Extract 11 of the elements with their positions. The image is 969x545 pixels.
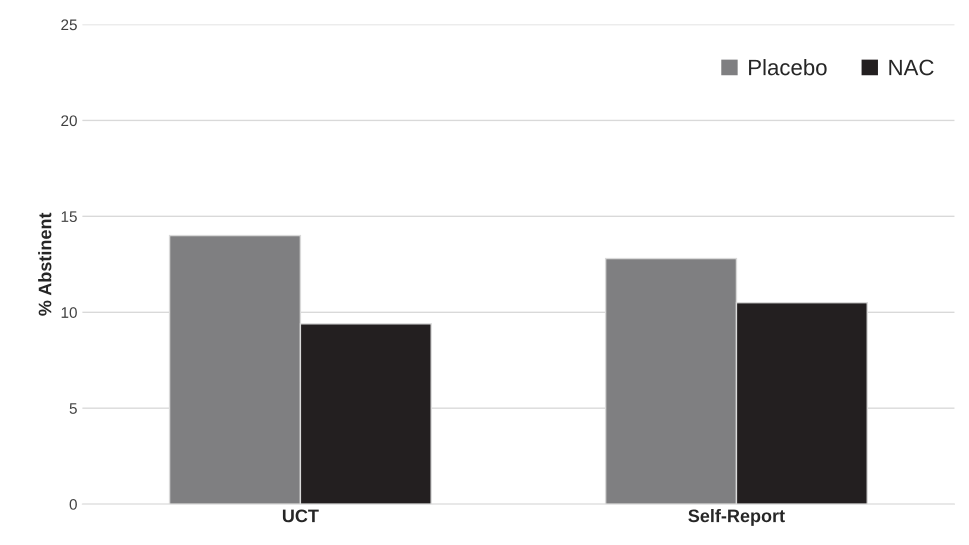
y-tick-label: 5 [70,403,77,414]
y-tick-label: 0 [70,498,77,510]
y-axis-title: % Abstinent [38,212,52,316]
legend-label: Placebo [749,59,827,76]
y-tick-label: 25 [61,19,77,30]
x-tick-label: Self-Report [688,508,785,526]
legend-label: NAC [889,60,934,76]
y-tick-label: 20 [61,115,77,126]
y-tick-label: 10 [62,307,77,318]
y-tick-label: 15 [62,211,77,222]
x-tick-label: UCT [282,509,319,522]
